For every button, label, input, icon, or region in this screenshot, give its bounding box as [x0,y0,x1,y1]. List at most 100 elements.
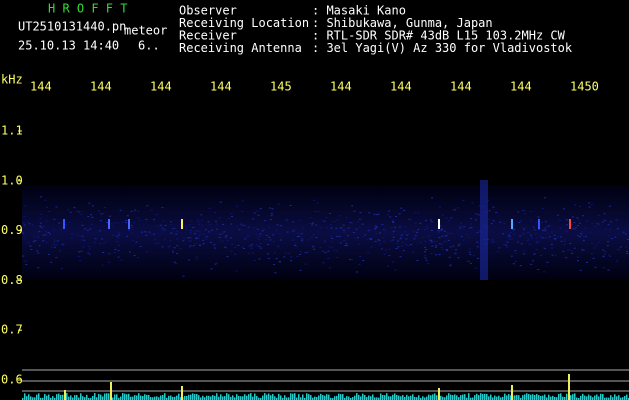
noise [358,263,361,265]
noise [247,235,250,237]
y-tick-label: 1.1 [1,124,23,138]
noise [546,225,549,227]
noise [322,251,325,253]
noise [138,219,141,221]
noise [136,257,139,259]
noise [560,240,563,242]
trace [290,393,292,400]
trace [460,395,462,400]
noise [335,250,338,252]
noise [240,223,243,225]
noise [153,219,156,221]
trace [198,395,200,400]
noise [343,231,346,233]
noise [455,249,458,251]
noise [593,225,596,227]
trace [262,395,264,400]
trace [252,396,254,400]
noise [537,228,540,230]
noise [307,239,310,241]
noise [368,212,371,214]
noise [207,221,210,223]
trace [312,397,314,400]
trace [108,393,110,400]
noise [434,246,437,248]
noise [197,224,200,226]
trace [432,394,434,400]
noise [507,234,510,236]
trace [350,397,352,400]
noise [616,228,619,230]
noise [462,199,465,201]
noise [459,227,462,229]
noise [544,226,547,228]
noise [214,263,217,265]
noise [38,231,41,233]
noise [520,243,523,245]
trace [230,396,232,400]
noise [187,237,190,239]
trace [494,395,496,400]
noise [301,240,304,242]
noise [576,256,579,258]
trace [514,395,516,400]
noise [394,269,397,271]
noise [359,212,362,214]
noise [551,247,554,249]
noise [607,269,610,271]
trace [332,397,334,400]
noise [141,231,144,233]
trace [330,397,332,400]
noise [267,253,270,255]
noise [268,236,271,238]
noise [235,270,238,272]
trace [130,396,132,400]
noise [267,258,270,260]
noise [117,237,120,239]
noise [399,237,402,239]
trace-peak [511,385,513,400]
noise [424,257,427,259]
noise [264,239,267,241]
noise [292,239,295,241]
noise [48,253,51,255]
noise [453,253,456,255]
noise [234,246,237,248]
noise [231,243,234,245]
noise [256,236,259,238]
noise [404,225,407,227]
y-unit: kHz [1,73,23,87]
info-key: Receiving Location [179,16,309,30]
noise [304,263,307,265]
noise [223,231,226,233]
trace [508,394,510,400]
trace [534,394,536,400]
noise [128,229,131,231]
trace [276,397,278,400]
noise [431,197,434,199]
info-key: Observer [179,4,237,18]
trace [142,395,144,400]
noise [230,223,233,225]
noise [553,234,556,236]
noise [117,250,120,252]
noise [22,237,25,239]
noise [592,257,595,259]
noise [309,217,312,219]
noise [312,199,315,201]
noise [398,213,401,215]
trace [138,393,140,400]
noise [145,218,148,220]
trace [348,396,350,400]
trace [476,393,478,400]
noise [358,243,361,245]
noise [218,217,221,219]
noise [427,235,430,237]
noise [535,221,538,223]
noise [566,230,569,232]
noise [495,212,498,214]
noise [185,228,188,230]
noise [567,249,570,251]
trace [160,395,162,400]
